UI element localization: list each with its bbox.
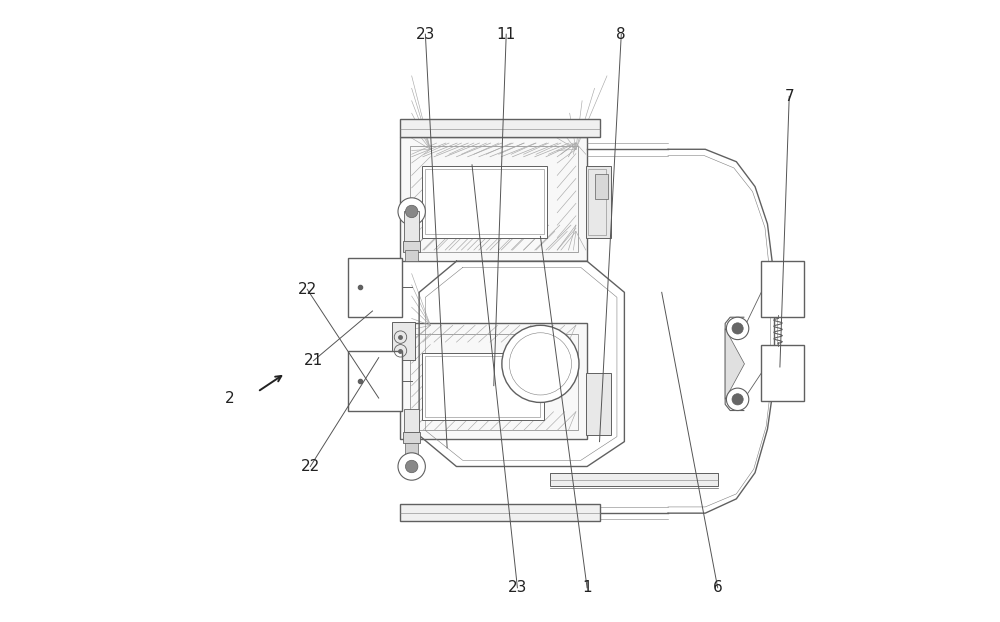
Text: 1: 1 [582,580,592,595]
Circle shape [398,198,425,225]
Bar [348,351,402,411]
Circle shape [398,453,425,480]
Text: 11: 11 [497,27,516,42]
Text: 21: 21 [304,353,323,368]
Bar [550,473,718,486]
Bar [404,211,419,243]
Bar [425,169,544,234]
Text: 6: 6 [713,580,723,595]
Circle shape [732,323,743,334]
Circle shape [726,317,749,340]
Bar [761,261,804,317]
Polygon shape [725,328,744,399]
Circle shape [726,388,749,411]
Bar [588,169,606,235]
Bar [586,373,611,435]
Bar [761,345,804,401]
Bar [425,356,540,417]
Text: 23: 23 [416,27,435,42]
Bar [392,322,415,360]
Bar [595,174,608,199]
Bar [400,119,600,137]
Text: 7: 7 [784,89,794,104]
Bar [403,241,420,252]
Bar [400,137,587,261]
Bar [410,146,578,252]
Bar [586,166,611,238]
Bar [405,443,418,454]
Bar [400,504,600,521]
Circle shape [405,460,418,473]
Bar [405,250,418,261]
Bar [410,334,578,430]
Bar [404,409,419,432]
Bar [400,323,587,439]
Bar [403,432,420,443]
Circle shape [732,394,743,405]
Circle shape [405,205,418,218]
Text: 8: 8 [616,27,626,42]
Circle shape [502,325,579,402]
Text: 22: 22 [298,282,317,297]
Bar [422,353,544,420]
Text: 23: 23 [508,580,527,595]
Bar [348,258,402,317]
Text: 22: 22 [301,459,320,474]
Bar [422,166,547,238]
Text: 2: 2 [225,391,234,406]
